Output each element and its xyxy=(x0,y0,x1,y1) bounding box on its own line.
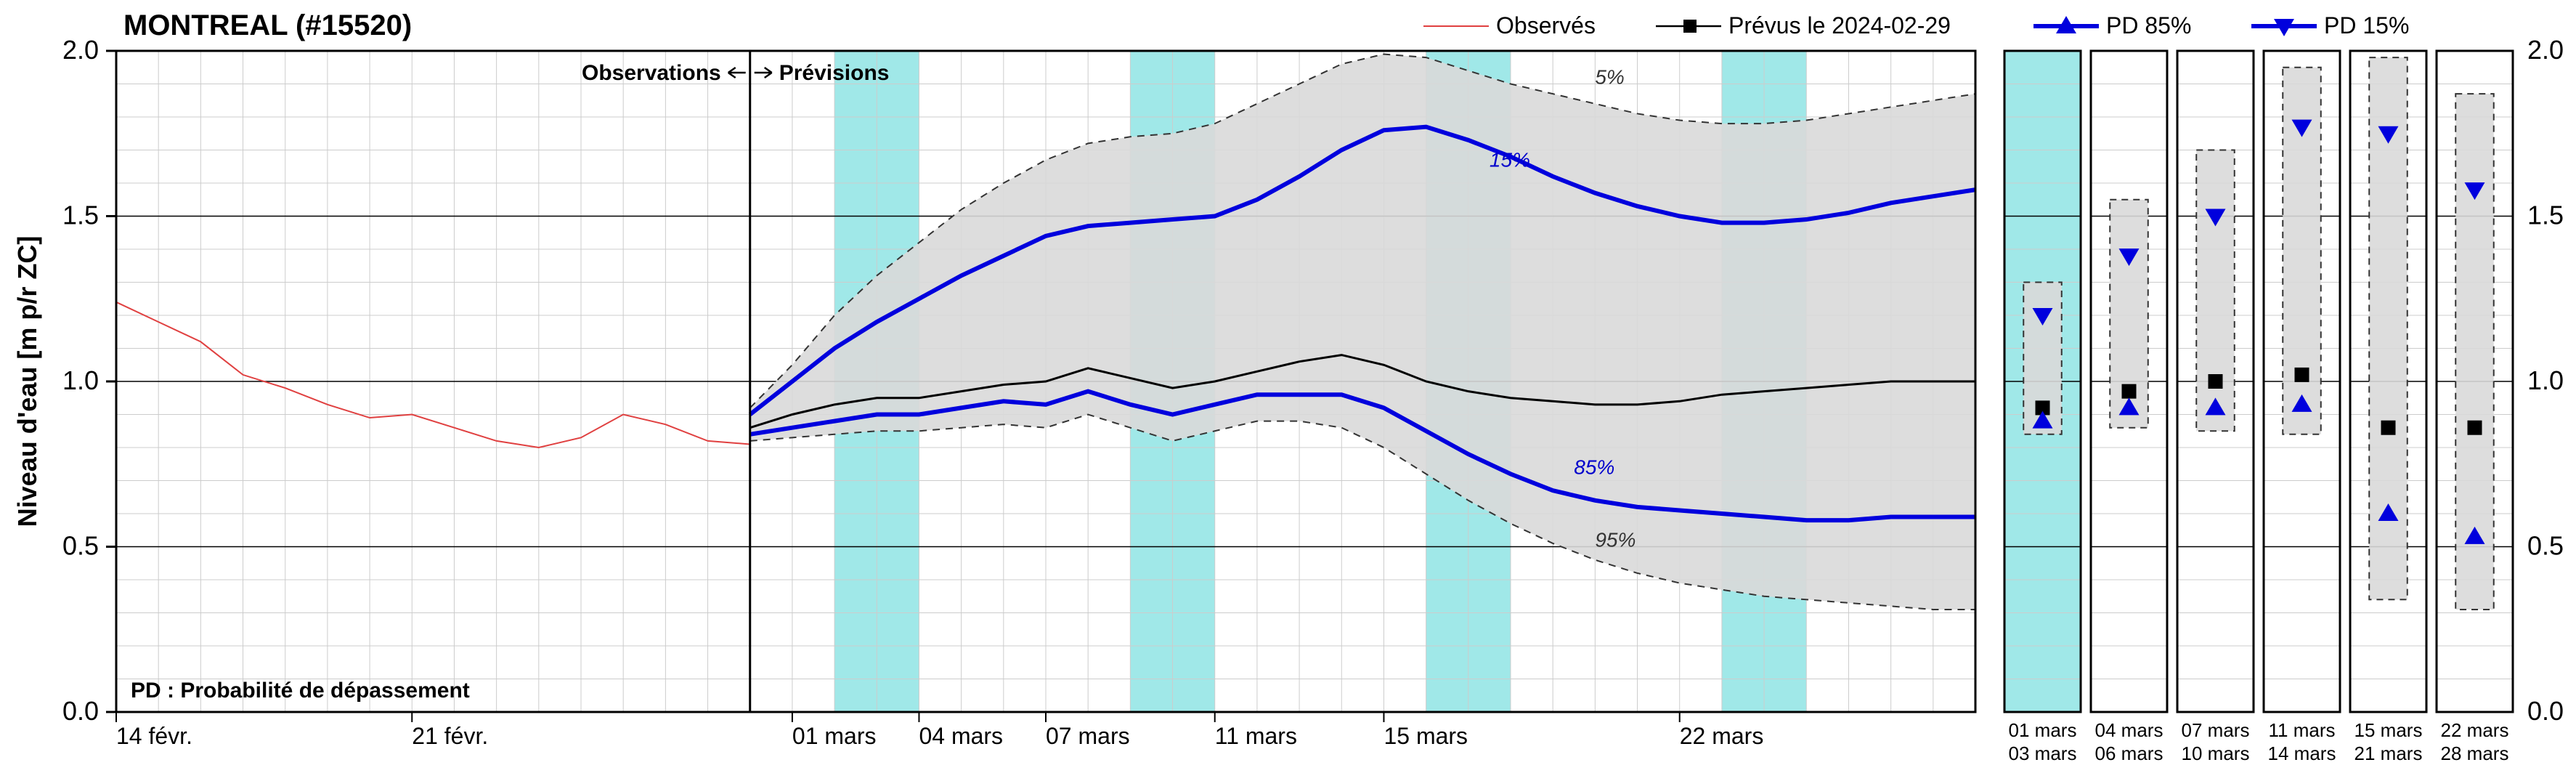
y-tick-label-right: 0.5 xyxy=(2527,531,2564,561)
pd-note: PD : Probabilité de dépassement xyxy=(131,679,470,703)
chart-container: 5% 15% 85% 95% 14 févr. 21 févr. 01 mars 04 mar… xyxy=(0,0,2576,781)
panel-top-label: 07 mars xyxy=(2182,719,2250,741)
y-tick-label: 0.5 xyxy=(62,531,99,561)
y-tick-label: 2.0 xyxy=(62,35,99,65)
panel-bottom-label: 06 mars xyxy=(2095,742,2163,764)
legend-pd85: PD 85% xyxy=(2106,12,2191,39)
y-tick-label-right: 2.0 xyxy=(2527,35,2564,65)
x-tick-label: 11 mars xyxy=(1215,723,1297,749)
legend-forecast: Prévus le 2024-02-29 xyxy=(1728,12,1951,39)
panel-bottom-label: 28 mars xyxy=(2441,742,2509,764)
panel-top-label: 22 mars xyxy=(2441,719,2509,741)
pct-label: 85% xyxy=(1574,456,1614,478)
panel-top-label: 04 mars xyxy=(2095,719,2163,741)
y-tick-label: 1.5 xyxy=(62,201,99,230)
x-tick-label: 14 févr. xyxy=(116,723,192,749)
panel-bottom-label: 14 mars xyxy=(2268,742,2336,764)
x-tick-label: 22 mars xyxy=(1680,723,1764,749)
panel-band xyxy=(2196,150,2235,432)
legend-pd15: PD 15% xyxy=(2324,12,2409,39)
y-tick-label: 0.0 xyxy=(62,696,99,726)
legend-observed: Observés xyxy=(1496,12,1596,39)
panel-median-marker xyxy=(2468,421,2482,435)
previsions-label: Prévisions xyxy=(779,61,890,85)
chart-title: MONTREAL (#15520) xyxy=(123,9,412,41)
panel-top-label: 11 mars xyxy=(2269,719,2336,741)
x-tick-label: 01 mars xyxy=(792,723,877,749)
y-tick-label-right: 1.0 xyxy=(2527,365,2564,395)
x-tick-label: 15 mars xyxy=(1384,723,1468,749)
weekly-panel: 01 mars03 mars xyxy=(2004,51,2081,764)
x-tick-label: 21 févr. xyxy=(412,723,488,749)
panel-bottom-label: 10 mars xyxy=(2182,742,2250,764)
panel-bottom-label: 21 mars xyxy=(2354,742,2423,764)
pct-label: 15% xyxy=(1490,148,1530,171)
pct-label: 95% xyxy=(1595,529,1636,551)
panel-top-label: 01 mars xyxy=(2009,719,2077,741)
panel-median-marker xyxy=(2122,384,2137,399)
y-tick-label-right: 0.0 xyxy=(2527,696,2564,726)
pct-label: 5% xyxy=(1595,66,1624,89)
panel-bottom-label: 03 mars xyxy=(2009,742,2077,764)
y-tick-label-right: 1.5 xyxy=(2527,201,2564,230)
y-axis-label: Niveau d'eau [m p/r ZC] xyxy=(12,236,42,527)
observations-label: Observations xyxy=(582,61,721,85)
panel-median-marker xyxy=(2295,368,2309,382)
panel-median-marker xyxy=(2209,374,2223,389)
x-tick-label: 04 mars xyxy=(919,723,1003,749)
panel-top-label: 15 mars xyxy=(2354,719,2423,741)
x-tick-label: 07 mars xyxy=(1046,723,1130,749)
chart-svg: 5% 15% 85% 95% 14 févr. 21 févr. 01 mars 04 mar… xyxy=(0,0,2576,781)
panel-median-marker xyxy=(2381,421,2396,435)
y-tick-label: 1.0 xyxy=(62,365,99,395)
